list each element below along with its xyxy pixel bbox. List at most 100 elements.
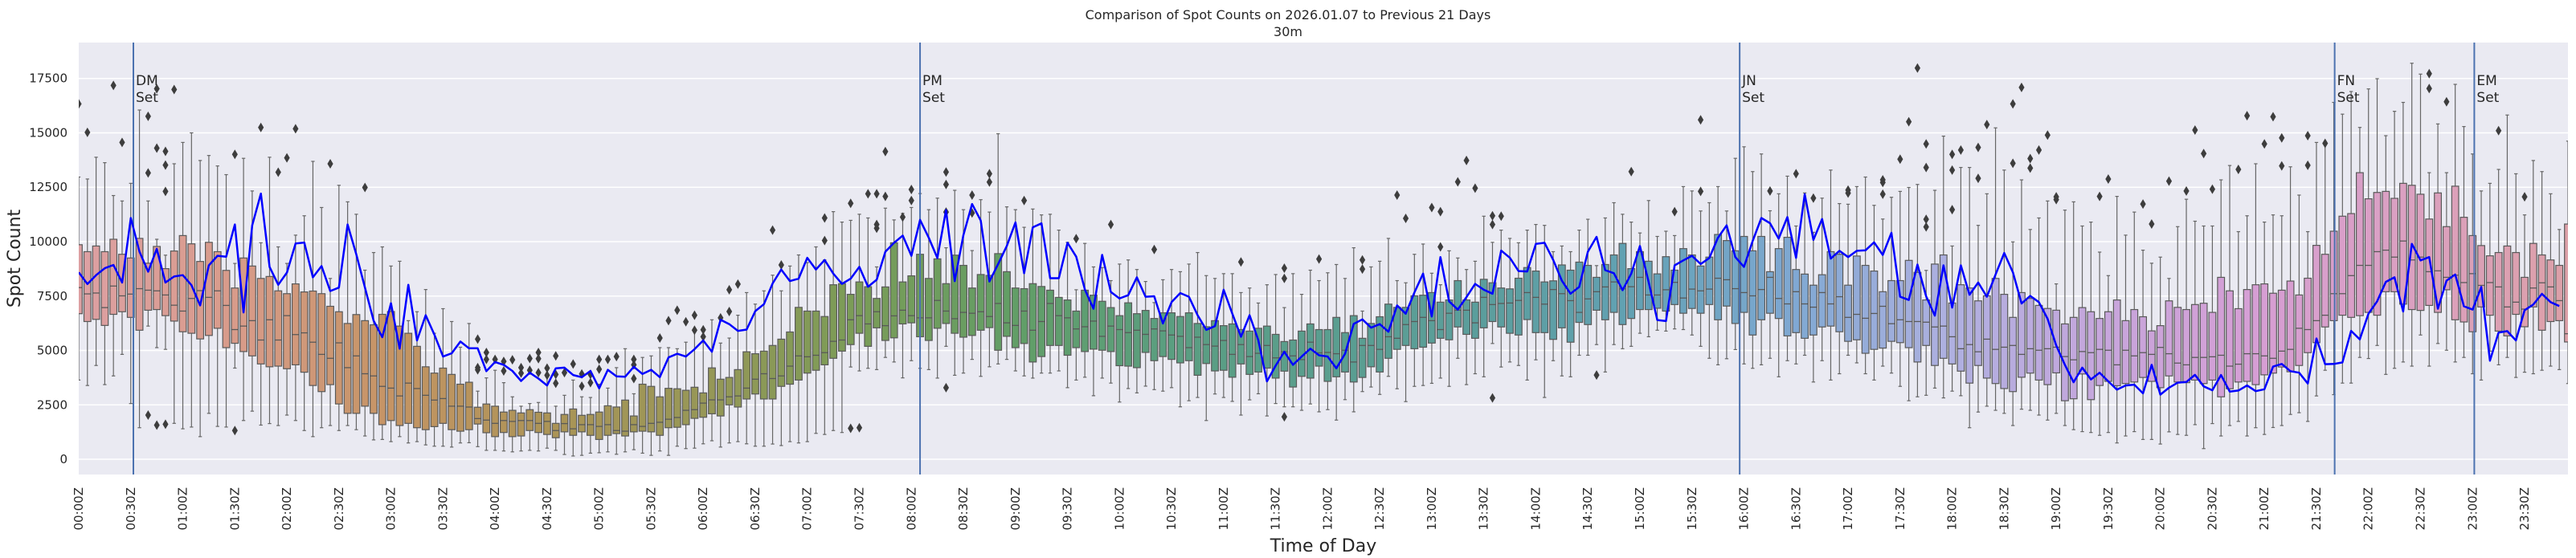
x-tick-label: 19:00Z (2049, 487, 2063, 531)
box-body (1315, 328, 1323, 367)
outlier-point (613, 352, 619, 362)
box (985, 211, 994, 368)
box (378, 246, 386, 440)
box (725, 337, 734, 444)
box-body (1939, 254, 1948, 359)
box-body (716, 378, 725, 417)
box (673, 348, 681, 447)
box (942, 246, 951, 347)
box-body (2295, 294, 2304, 366)
box-body (2251, 284, 2260, 385)
box-body (2112, 299, 2121, 387)
box (1358, 310, 1367, 393)
box-body (2000, 293, 2009, 389)
box (334, 185, 343, 431)
box-body (170, 250, 178, 322)
outlier-point (691, 325, 698, 336)
outlier-point (769, 225, 776, 235)
box (370, 251, 378, 441)
box-body (907, 275, 916, 324)
box (2512, 173, 2521, 378)
outlier-point (570, 359, 576, 369)
box (2529, 160, 2537, 375)
outlier-point (1454, 177, 1461, 187)
x-tick-label: 09:30Z (1061, 487, 1075, 531)
box-body (1497, 287, 1506, 328)
outlier-point (2027, 153, 2034, 164)
box (812, 246, 820, 434)
box (1913, 184, 1922, 397)
box-body (2564, 223, 2568, 343)
box (864, 217, 873, 369)
box-body (1974, 300, 1982, 366)
outlier-point (535, 347, 542, 357)
box (1003, 206, 1011, 360)
box-body (2052, 309, 2061, 374)
box (786, 265, 795, 442)
box (595, 383, 603, 454)
box (1115, 263, 1124, 403)
box-body (2451, 185, 2459, 320)
box-body (1167, 312, 1176, 360)
box (500, 382, 508, 452)
box (508, 396, 517, 453)
box-body (1870, 270, 1879, 350)
box-body (1904, 259, 1913, 348)
box-body (1141, 310, 1150, 353)
y-tick-label: 12500 (29, 180, 67, 194)
outlier-point (726, 284, 733, 295)
box-body (647, 385, 656, 433)
box (1584, 218, 1593, 356)
box-body (448, 373, 456, 430)
box (213, 165, 222, 427)
box-body (759, 350, 768, 400)
annotation-label: Set (1742, 90, 1764, 106)
box (690, 331, 699, 449)
x-tick-label: 18:00Z (1945, 487, 1960, 531)
outlier-point (986, 177, 993, 187)
box-body (222, 270, 231, 348)
box (1063, 242, 1072, 389)
outlier-point (2235, 165, 2242, 175)
outlier-point (1906, 116, 1912, 127)
box (1765, 210, 1774, 359)
box-body (959, 264, 967, 338)
box-body (1046, 289, 1054, 346)
annotation-label: DM (136, 73, 158, 89)
box-body (2485, 255, 2494, 316)
box-body (1428, 291, 1436, 344)
x-tick-label: 00:00Z (72, 487, 86, 531)
outlier-point (1429, 202, 1435, 213)
box-body (1653, 273, 1662, 309)
box (2347, 91, 2356, 384)
box-body (803, 310, 812, 374)
box-body (386, 311, 395, 422)
box-body (2061, 323, 2069, 401)
outlier-point (526, 353, 533, 364)
box (612, 367, 621, 455)
box (473, 390, 482, 447)
box (534, 401, 543, 452)
box (2451, 83, 2459, 363)
box-body (1445, 299, 1454, 340)
box-body (2078, 307, 2087, 375)
outlier-point (908, 195, 914, 206)
box-body (361, 320, 370, 407)
box-body (1948, 302, 1957, 365)
box-body (291, 283, 300, 365)
box-body (603, 405, 612, 436)
box (742, 291, 751, 445)
outlier-point (2322, 138, 2329, 149)
outlier-point (119, 137, 125, 148)
outlier-point (579, 381, 585, 391)
x-tick-label: 08:30Z (956, 487, 971, 531)
box-body (274, 290, 283, 367)
box (491, 369, 500, 451)
box (2208, 225, 2217, 425)
outlier-point (882, 146, 889, 157)
x-tick-label: 16:00Z (1737, 487, 1752, 531)
box-body (1436, 301, 1445, 339)
x-tick-label: 23:00Z (2465, 487, 2480, 531)
outlier-point (535, 353, 542, 364)
box-body (1176, 316, 1184, 364)
